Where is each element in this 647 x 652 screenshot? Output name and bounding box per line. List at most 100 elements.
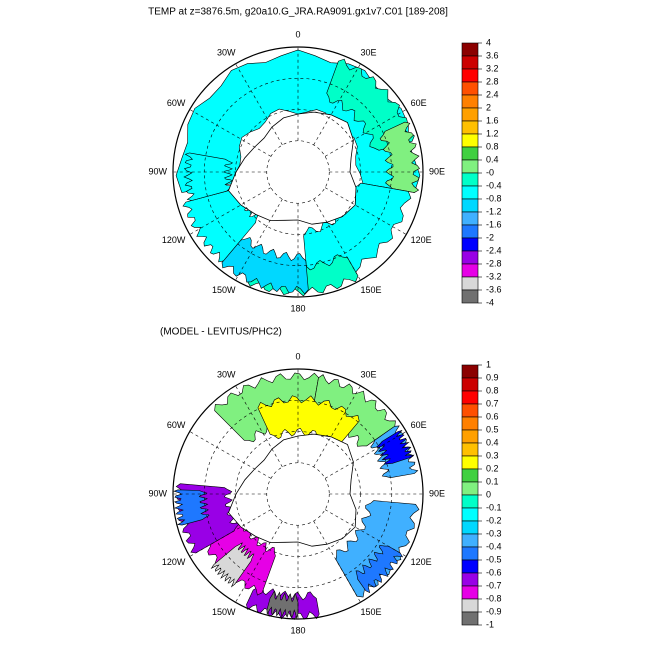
colorbar-box [461, 42, 479, 57]
colorbar-label: 0.4 [486, 154, 499, 164]
colorbar-label: 0.3 [486, 450, 499, 460]
longitude-label: 150W [212, 607, 236, 617]
meridian [235, 198, 283, 281]
colorbar-label: 4 [486, 37, 491, 47]
longitude-label: 150E [361, 607, 382, 617]
colorbar-box [461, 120, 479, 135]
colorbar-box [461, 377, 479, 392]
colorbar-box [461, 468, 479, 483]
longitude-label: 180 [290, 303, 305, 313]
meridian [313, 385, 361, 468]
longitude-label: 30E [361, 370, 377, 380]
field-region [210, 542, 255, 588]
longitude-label: 120E [411, 235, 432, 245]
colorbar-label: 0.4 [486, 437, 499, 447]
colorbar-label: 2.4 [486, 89, 499, 99]
colorbar-label: -1.2 [486, 206, 502, 216]
colorbar-label: -2 [486, 232, 494, 242]
colorbar-box [461, 533, 479, 548]
map-border [172, 368, 424, 620]
colorbar-label: -3.6 [486, 284, 502, 294]
colorbar-box [461, 572, 479, 587]
colorbar-label: 0.5 [486, 424, 499, 434]
colorbar-box [461, 237, 479, 252]
colorbar-label: -0.2 [486, 515, 502, 525]
colorbar-box [461, 598, 479, 613]
longitude-label: 30E [361, 48, 377, 58]
colorbar-box [461, 507, 479, 522]
colorbar-label: 1 [486, 359, 491, 369]
longitude-label: 90W [148, 166, 167, 176]
colorbar-box [461, 585, 479, 600]
colorbar-box [461, 481, 479, 496]
colorbar-box [461, 211, 479, 226]
longitude-label: 120W [162, 235, 186, 245]
colorbar-label: 0.2 [486, 463, 499, 473]
colorbar-label: 0.6 [486, 411, 499, 421]
meridian [189, 509, 272, 557]
longitude-label: 60W [167, 98, 186, 108]
colorbar-label: -0.5 [486, 554, 502, 564]
longitude-label: 90E [429, 166, 445, 176]
colorbar-label: -1.6 [486, 219, 502, 229]
colorbar-box [461, 263, 479, 278]
colorbar-label: -0.6 [486, 567, 502, 577]
meridian [313, 520, 361, 603]
polar-map [172, 46, 424, 298]
colorbar-label: -0.1 [486, 502, 502, 512]
meridian [324, 187, 407, 235]
longitude-label: 120E [411, 557, 432, 567]
longitude-label: 0 [295, 351, 300, 361]
colorbar-box [461, 133, 479, 148]
colorbar-box [461, 250, 479, 265]
longitude-label: 60E [411, 98, 427, 108]
field-region [326, 58, 415, 151]
colorbar-box [461, 224, 479, 239]
colorbar-box [461, 429, 479, 444]
colorbar-label: -0.7 [486, 580, 502, 590]
field-region [266, 590, 299, 620]
colorbar-box [461, 55, 479, 70]
longitude-label: 180 [290, 625, 305, 635]
colorbar-box [461, 442, 479, 457]
meridian [313, 198, 361, 281]
meridian [189, 109, 272, 157]
polar-map [172, 368, 424, 620]
colorbar-label: 0.7 [486, 398, 499, 408]
longitude-label: 60W [167, 420, 186, 430]
colorbar-label: -0.8 [486, 193, 502, 203]
colorbar-label: -4 [486, 297, 494, 307]
colorbar-label: -2.4 [486, 245, 502, 255]
colorbar-label: 0.1 [486, 476, 499, 486]
colorbar-box [461, 185, 479, 200]
longitude-label: 90W [148, 488, 167, 498]
longitude-label: 30W [217, 48, 236, 58]
meridian [324, 109, 407, 157]
meridian [235, 63, 283, 146]
meridian [189, 187, 272, 235]
colorbar-box [461, 107, 479, 122]
colorbar-label: 0 [486, 489, 491, 499]
colorbar-box [461, 520, 479, 535]
colorbar-label: -0 [486, 167, 494, 177]
colorbar-label: -3.2 [486, 271, 502, 281]
meridian [235, 385, 283, 468]
colorbar-label: 3.2 [486, 63, 499, 73]
colorbar-box [461, 611, 479, 626]
field-region [355, 544, 404, 594]
colorbar-label: 3.6 [486, 50, 499, 60]
colorbar-box [461, 81, 479, 96]
field-region [376, 430, 415, 465]
map-border [172, 46, 424, 298]
colorbar-label: 1.2 [486, 128, 499, 138]
longitude-label: 90E [429, 488, 445, 498]
colorbar-box [461, 94, 479, 109]
colorbar-box [461, 494, 479, 509]
meridian [189, 431, 272, 479]
longitude-label: 120W [162, 557, 186, 567]
colorbar-box [461, 390, 479, 405]
longitude-label: 150E [361, 285, 382, 295]
colorbar-box [461, 146, 479, 161]
colorbar-box [461, 289, 479, 304]
